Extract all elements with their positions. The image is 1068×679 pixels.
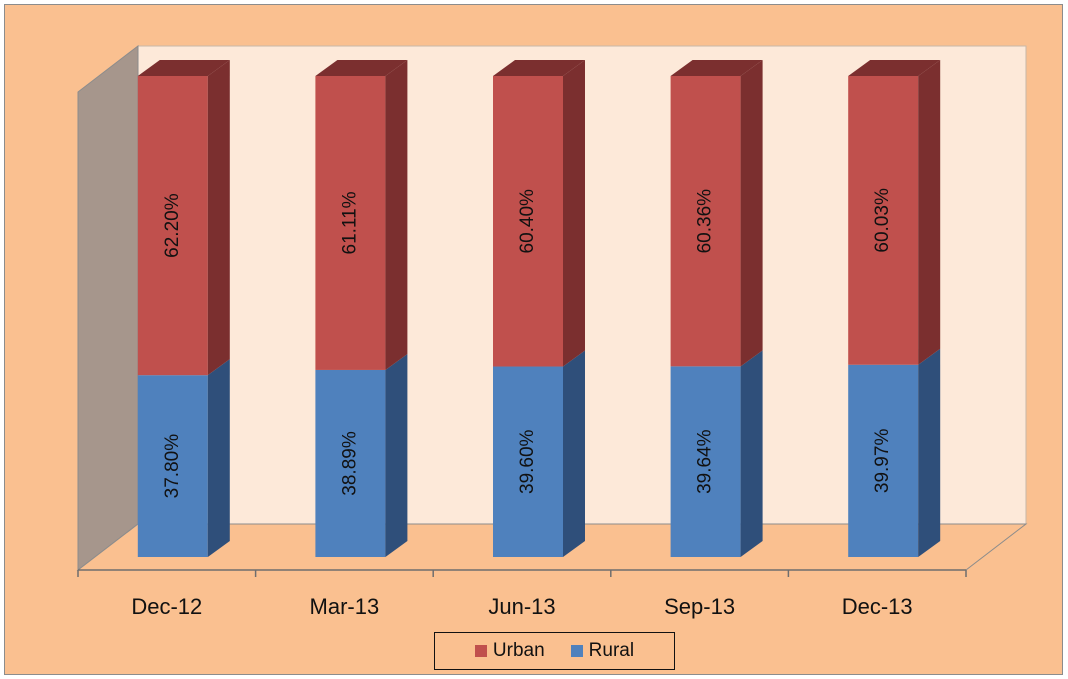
side-wall [77, 44, 139, 572]
bar-rural-side [918, 348, 941, 557]
data-label-urban: 61.11% [339, 191, 360, 254]
bar-urban-top [315, 60, 408, 76]
bar-urban-side [918, 60, 941, 365]
bar-urban-front [848, 76, 919, 365]
bar-urban-top [848, 60, 941, 76]
bar-rural-front [848, 364, 919, 557]
bars: 37.80% 62.20% 38.89% 61.11% 39.60% 60.40% 39.6… [137, 60, 941, 557]
bar-rural-front [670, 366, 741, 557]
bar-urban-top [670, 60, 763, 76]
legend: Urban Rural [434, 632, 675, 670]
x-tick-label: Sep-13 [664, 594, 735, 619]
legend-item-urban: Urban [474, 640, 545, 662]
data-label-urban: 60.03% [872, 188, 893, 253]
data-label-rural: 37.80% [162, 434, 183, 499]
bar-rural-side [563, 350, 585, 557]
x-tick-label: Dec-12 [131, 594, 202, 619]
legend-swatch-rural [570, 645, 583, 657]
bar-urban-side [563, 60, 585, 367]
bar-urban-front [315, 76, 386, 370]
bar-urban-side [385, 60, 408, 370]
legend-swatch-urban [474, 645, 487, 657]
bar-rural-front [493, 366, 563, 557]
bar-urban-side [740, 60, 763, 367]
data-label-rural: 39.97% [872, 429, 893, 494]
bar-rural-side [385, 353, 408, 557]
x-tick-label: Mar-13 [310, 594, 380, 619]
bar-urban-front [670, 76, 741, 367]
data-label-rural: 39.60% [517, 429, 538, 494]
data-label-urban: 62.20% [162, 193, 183, 258]
data-label-rural: 38.89% [339, 431, 360, 496]
legend-label-urban: Urban [492, 640, 545, 661]
bar-rural-side [740, 350, 763, 557]
bar-rural-front [137, 375, 208, 557]
data-label-rural: 39.64% [695, 429, 716, 494]
bar-urban-top [137, 60, 230, 76]
bar-rural-side [207, 359, 230, 557]
legend-item-rural: Rural [570, 640, 635, 662]
bar-urban-side [207, 60, 230, 376]
bar-rural-front [315, 369, 386, 557]
bar-urban-front [493, 76, 563, 367]
legend-label-rural: Rural [588, 640, 635, 661]
bar-urban-top [493, 60, 585, 76]
bar-urban-front [137, 76, 208, 376]
x-tick-label: Jun-13 [488, 594, 555, 619]
data-label-urban: 60.36% [695, 189, 716, 254]
x-tick-label: Dec-13 [842, 594, 913, 619]
data-label-urban: 60.40% [517, 189, 538, 254]
